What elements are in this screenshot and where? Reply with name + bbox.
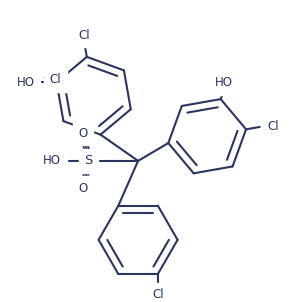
Text: S: S bbox=[85, 154, 93, 167]
Text: Cl: Cl bbox=[152, 288, 164, 301]
Text: O: O bbox=[78, 127, 88, 140]
Text: Cl: Cl bbox=[78, 29, 90, 42]
Text: O: O bbox=[78, 182, 88, 195]
Text: HO: HO bbox=[17, 76, 35, 89]
Text: Cl: Cl bbox=[268, 120, 279, 133]
Text: Cl: Cl bbox=[50, 73, 61, 86]
Text: HO: HO bbox=[43, 154, 61, 167]
Text: HO: HO bbox=[215, 76, 233, 89]
